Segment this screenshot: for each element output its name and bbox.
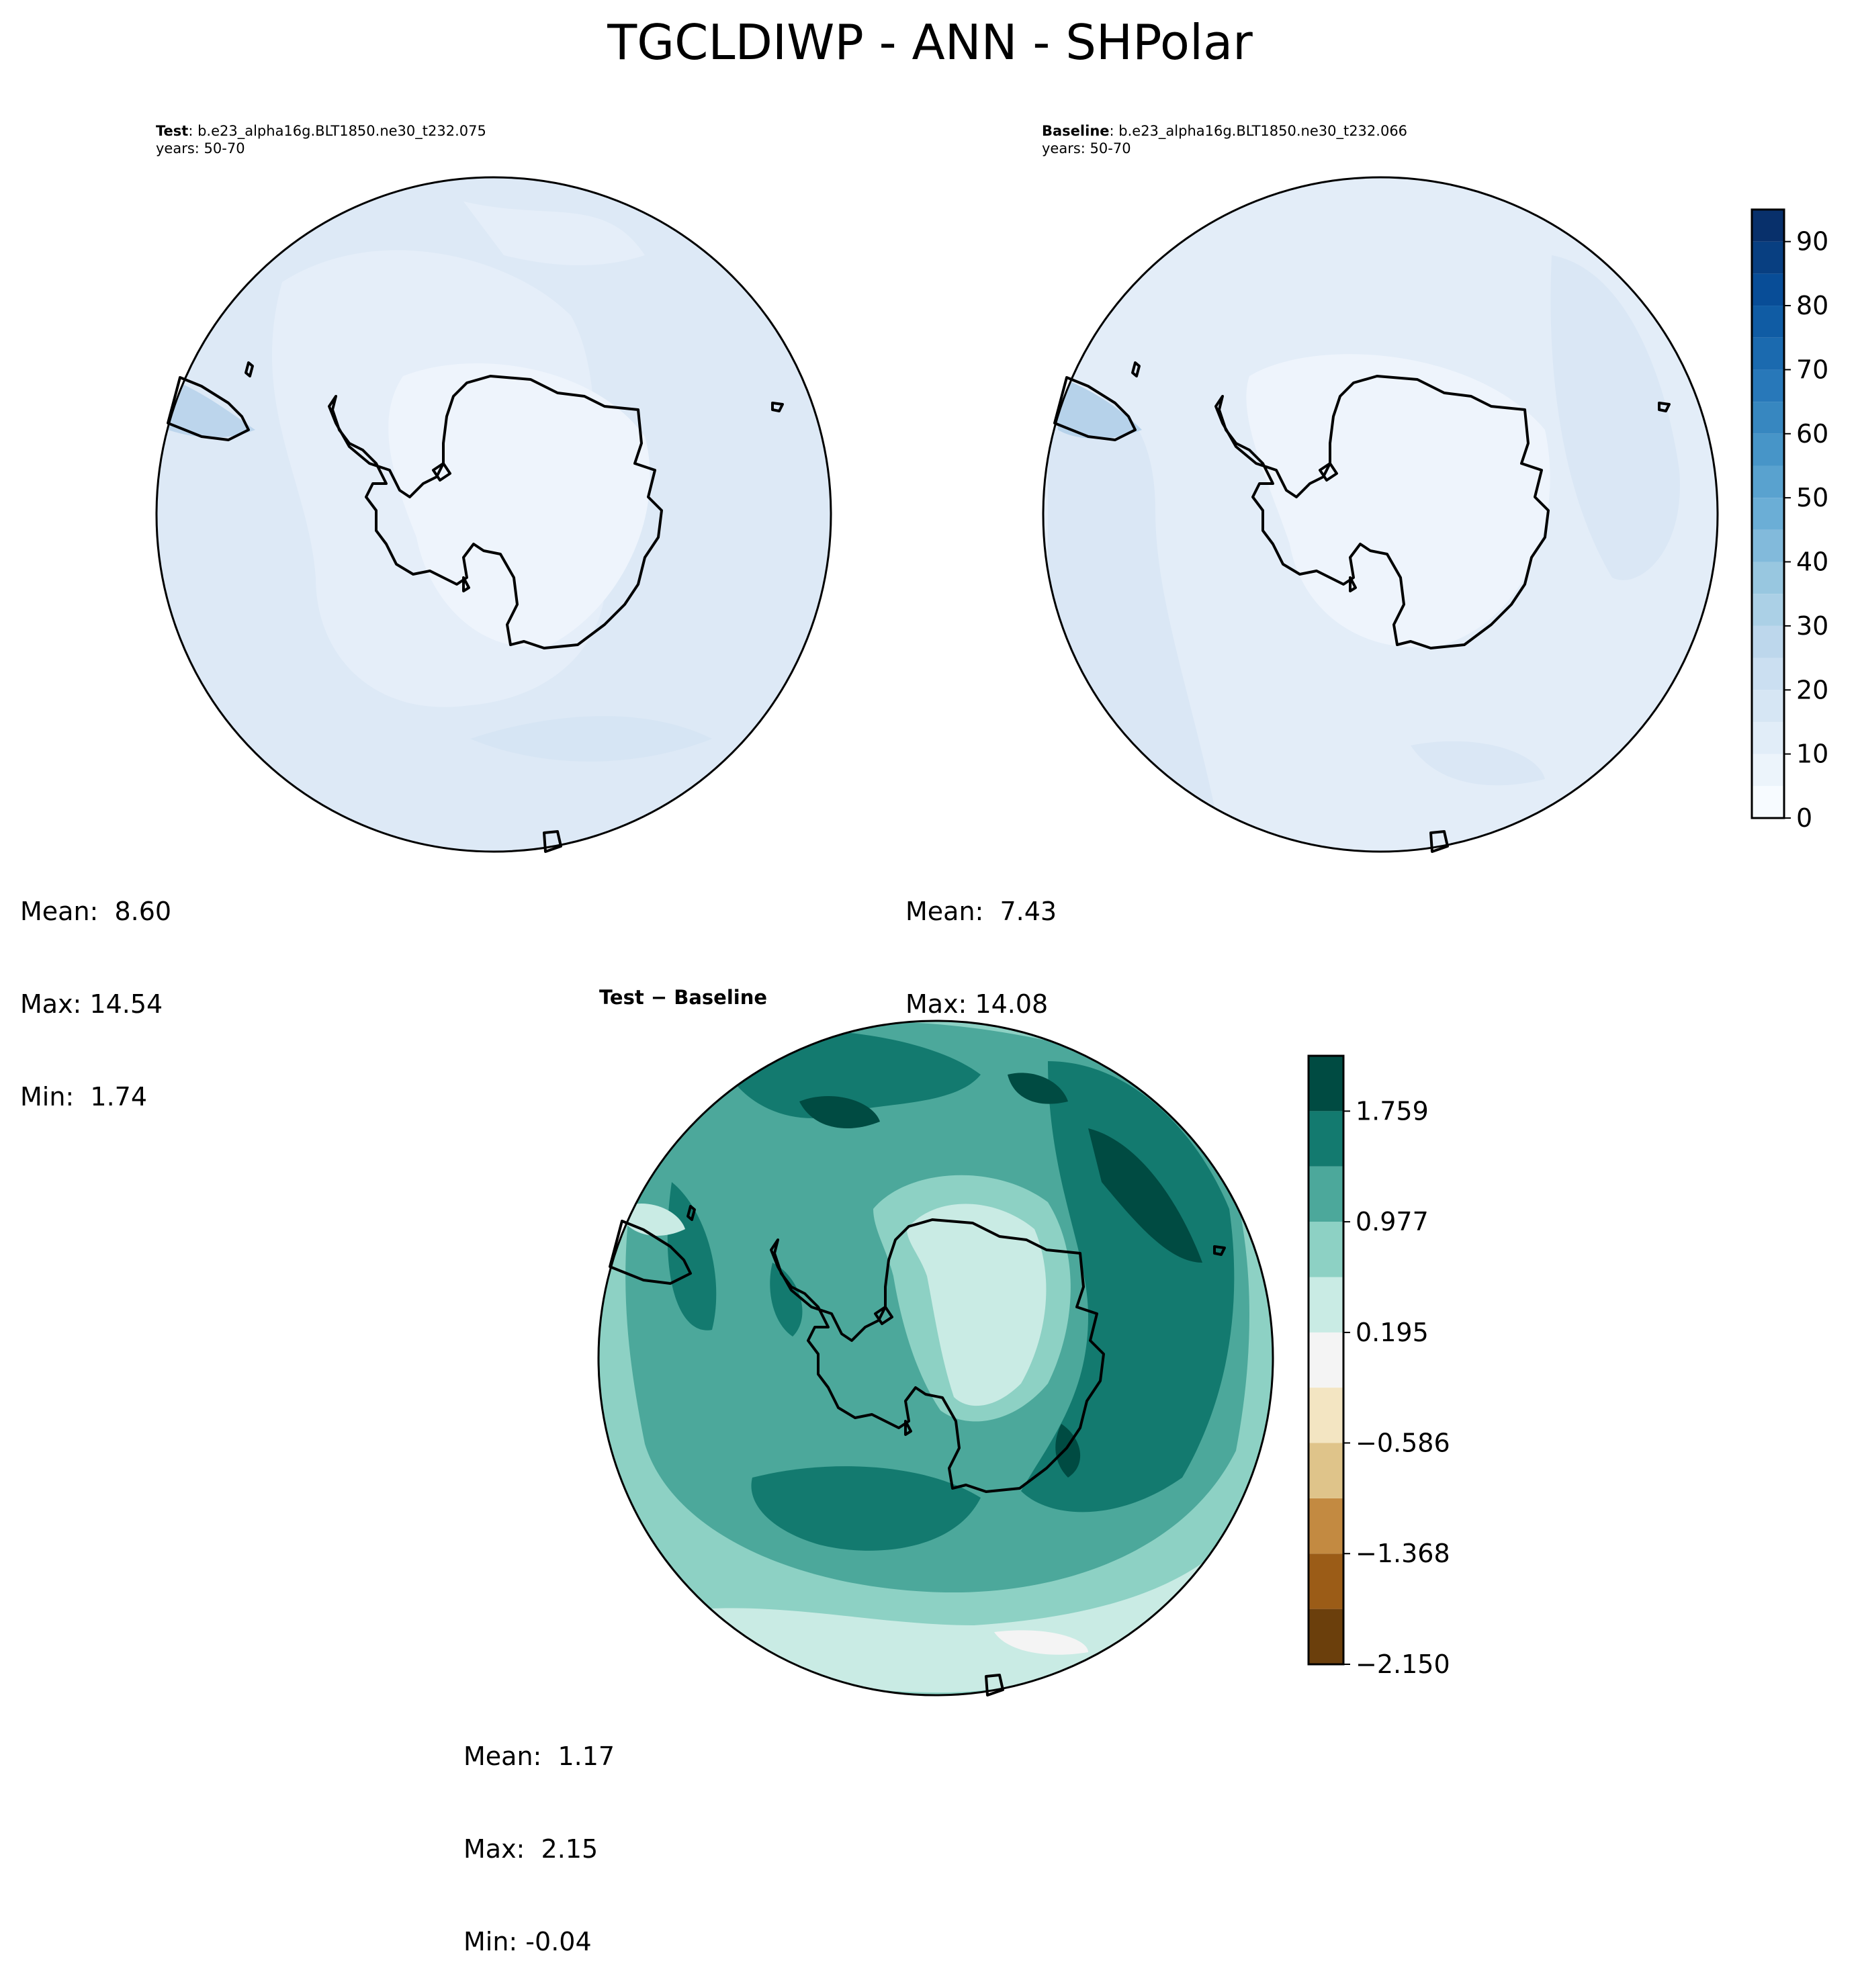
baseline-caption: Baseline: b.e23_alpha16g.BLT1850.ne30_t2… <box>1042 122 1407 157</box>
colorbar-bin <box>1752 402 1784 434</box>
colorbar-bin <box>1309 1056 1343 1112</box>
colorbar-bin <box>1752 498 1784 530</box>
test-stat-mean: Mean: 8.60 <box>20 897 172 926</box>
colorbar-frame <box>1751 208 1785 819</box>
colorbar-tick-label: 30 <box>1796 611 1828 641</box>
colorbar-bin <box>1309 1222 1343 1277</box>
colorbar-bin <box>1752 210 1784 242</box>
test-years: years: 50-70 <box>156 140 245 156</box>
colorbar-tick-label: 50 <box>1796 483 1828 512</box>
baseline-stat-min: Min: 1.41 <box>905 1082 1032 1112</box>
colorbar-tick-label: 60 <box>1796 419 1828 449</box>
diff-stat-mean: Mean: 1.17 <box>463 1742 615 1771</box>
test-caption: Test: b.e23_alpha16g.BLT1850.ne30_t232.0… <box>156 122 486 157</box>
test-field <box>157 177 831 852</box>
colorbar-bin <box>1752 241 1784 274</box>
diff-stat-max: Max: 2.15 <box>463 1834 599 1864</box>
baseline-field <box>1043 177 1718 852</box>
colorbar-tick-label: 40 <box>1796 547 1828 577</box>
colorbar-tick-label: 10 <box>1796 739 1828 769</box>
test-case-name: : b.e23_alpha16g.BLT1850.ne30_t232.075 <box>188 123 486 139</box>
baseline-coastline <box>1053 361 1671 853</box>
colorbar-tick-label: 90 <box>1796 227 1828 257</box>
diff-stats: Mean: 1.17 Max: 2.15 Min: -0.04 <box>463 1679 615 1988</box>
baseline-case-name: : b.e23_alpha16g.BLT1850.ne30_t232.066 <box>1109 123 1408 139</box>
colorbar-bin <box>1309 1498 1343 1554</box>
baseline-years: years: 50-70 <box>1042 140 1131 156</box>
colorbar-tick-label: 0.977 <box>1356 1207 1429 1236</box>
colorbar-bin <box>1752 529 1784 562</box>
colorbar-tick-label: −2.150 <box>1356 1650 1450 1679</box>
colorbar-bin <box>1309 1166 1343 1222</box>
colorbar-bin <box>1752 273 1784 306</box>
colorbar-bin <box>1309 1332 1343 1388</box>
colorbar-bin <box>1752 625 1784 658</box>
colorbar-bin <box>1309 1443 1343 1498</box>
test-stats: Mean: 8.60 Max: 14.54 Min: 1.74 <box>20 834 171 1143</box>
colorbar-bin <box>1309 1609 1343 1664</box>
colorbar-bin <box>1752 561 1784 594</box>
colorbar-frame <box>1307 1054 1345 1666</box>
colorbar-bin <box>1752 754 1784 786</box>
diff-stat-min: Min: -0.04 <box>463 1927 592 1956</box>
test-label: Test <box>156 123 189 139</box>
colorbar-tick-label: −1.368 <box>1356 1539 1450 1568</box>
diff-title: Test − Baseline <box>599 986 768 1009</box>
colorbar-bin <box>1752 465 1784 498</box>
test-coastline <box>167 361 784 853</box>
baseline-label: Baseline <box>1042 123 1110 139</box>
colorbar-bin <box>1752 690 1784 722</box>
test-stat-max: Max: 14.54 <box>20 989 163 1019</box>
colorbar-tick-label: 0 <box>1796 803 1812 833</box>
colorbar-bin <box>1752 433 1784 466</box>
colorbar-bin <box>1752 369 1784 402</box>
colorbar-tick-label: −0.586 <box>1356 1428 1450 1457</box>
colorbar-tick-label: 20 <box>1796 675 1828 705</box>
figure-title: TGCLDIWP - ANN - SHPolar <box>607 14 1253 71</box>
baseline-stat-max: Max: 14.08 <box>905 989 1049 1019</box>
colorbar-bin <box>1309 1388 1343 1443</box>
colorbar-bin <box>1309 1111 1343 1167</box>
colorbar-tick-label: 70 <box>1796 355 1828 384</box>
colorbar-bin <box>1309 1553 1343 1609</box>
test-stat-min: Min: 1.74 <box>20 1082 147 1112</box>
baseline-stat-mean: Mean: 7.43 <box>905 897 1057 926</box>
colorbar-bin <box>1752 337 1784 370</box>
colorbar-bin <box>1752 786 1784 818</box>
colorbar-bin <box>1752 721 1784 754</box>
colorbar-bin <box>1752 306 1784 338</box>
colorbar-bin <box>1752 594 1784 626</box>
colorbar-tick-label: 0.195 <box>1356 1318 1429 1347</box>
colorbar-bin <box>1752 658 1784 690</box>
colorbar-bin <box>1309 1277 1343 1332</box>
colorbar-tick-label: 1.759 <box>1356 1096 1429 1126</box>
baseline-stats: Mean: 7.43 Max: 14.08 Min: 1.41 <box>905 834 1057 1143</box>
colorbar-tick-label: 80 <box>1796 291 1828 320</box>
diff-coastline <box>609 1205 1226 1697</box>
